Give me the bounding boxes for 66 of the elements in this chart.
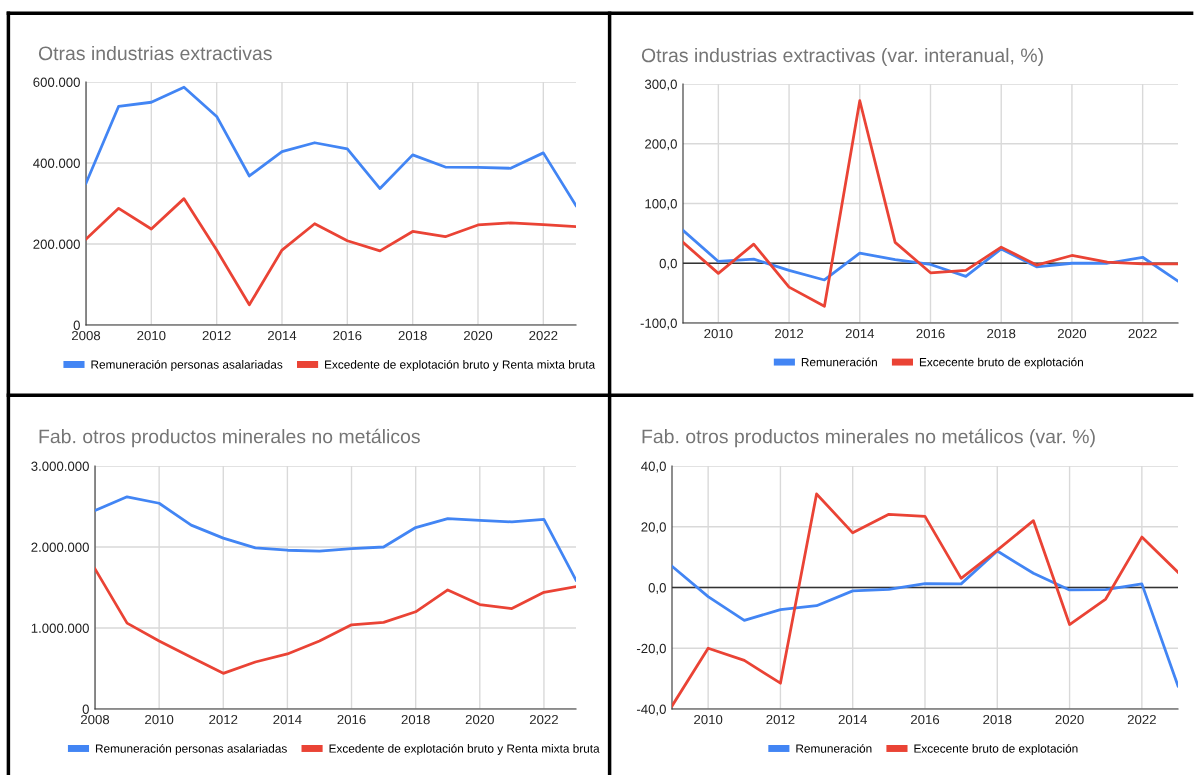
y-tick-label: 3.000.000 — [31, 461, 89, 471]
legend-label: Remuneración personas asalariadas — [91, 359, 283, 372]
x-tick-label: 2014 — [838, 714, 868, 725]
y-tick-label: 1.000.000 — [31, 623, 89, 633]
chart-title: Fab. otros productos minerales no metálicos — [39, 428, 420, 448]
x-tick-label: 2016 — [916, 328, 945, 339]
legend-label: Excecente bruto de explotación — [919, 357, 1083, 369]
y-tick-label: -20,0 — [636, 643, 666, 655]
x-tick-label: 2010 — [145, 714, 174, 725]
y-tick-label: 0,0 — [659, 258, 677, 270]
x-tick-label: 2014 — [273, 714, 302, 725]
x-tick-label: 2018 — [401, 714, 430, 725]
x-tick-label: 2008 — [80, 714, 110, 725]
y-tick-label: 20,0 — [641, 522, 666, 534]
x-tick-label: 2016 — [337, 714, 366, 725]
x-tick-label: 2022 — [1127, 714, 1156, 725]
x-tick-label: 2008 — [71, 330, 101, 341]
y-tick-label: 2.000.000 — [31, 542, 89, 552]
line-series — [95, 567, 576, 675]
x-tick-label: 2020 — [1055, 714, 1084, 725]
x-tick-label: 2018 — [983, 714, 1012, 725]
line-series — [86, 197, 576, 307]
legend-label: Remuneración — [796, 743, 872, 753]
line-series — [683, 99, 1178, 308]
y-tick-label: -40,0 — [636, 704, 666, 716]
line-series — [95, 495, 576, 582]
legend-label: Remuneración — [801, 357, 877, 367]
y-tick-label: 200.000 — [33, 239, 80, 249]
x-tick-label: 2018 — [987, 328, 1016, 339]
legend-label: Excedente de explotación bruto y Renta mixta bruta — [329, 743, 600, 756]
x-tick-label: 2022 — [529, 714, 558, 725]
line-series — [683, 229, 1178, 283]
y-tick-label: 0,0 — [648, 583, 666, 594]
y-tick-label: 100,0 — [645, 199, 677, 210]
y-tick-label: 200,0 — [645, 139, 677, 151]
y-tick-label: 400.000 — [33, 158, 80, 168]
chart-title: Fab. otros productos minerales no metálicos (var. %) — [642, 428, 1095, 448]
x-tick-label: 2012 — [202, 330, 231, 341]
x-tick-label: 2010 — [694, 714, 723, 725]
chart-title: Otras industrias extractivas (var. interanual, %) — [641, 47, 1043, 67]
x-tick-label: 2022 — [1128, 328, 1157, 339]
x-tick-label: 2018 — [398, 330, 427, 341]
x-tick-label: 2010 — [137, 330, 166, 341]
line-series — [672, 549, 1178, 688]
x-tick-label: 2016 — [333, 330, 362, 341]
x-tick-label: 2016 — [910, 714, 940, 725]
y-tick-label: 0 — [73, 320, 80, 330]
x-tick-label: 2014 — [845, 328, 875, 339]
y-tick-label: 300,0 — [644, 79, 677, 91]
x-tick-label: 2012 — [775, 328, 804, 339]
legend-label: Excecente bruto de explotación — [914, 743, 1078, 756]
x-tick-label: 2010 — [704, 328, 733, 339]
y-tick-label: 40,0 — [641, 461, 666, 473]
x-tick-label: 2012 — [209, 714, 238, 725]
y-tick-label: -100,0 — [640, 318, 677, 330]
x-tick-label: 2020 — [463, 330, 493, 341]
y-tick-label: 600.000 — [33, 77, 80, 87]
y-tick-label: 0 — [82, 704, 89, 714]
x-tick-label: 2020 — [1057, 328, 1087, 339]
legend-label: Excedente de explotación bruto y Renta mixta bruta — [325, 359, 596, 372]
x-tick-label: 2022 — [529, 330, 558, 341]
x-tick-label: 2014 — [267, 330, 297, 341]
x-tick-label: 2012 — [766, 714, 795, 725]
x-tick-label: 2020 — [465, 714, 494, 725]
legend-label: Remuneración personas asalariadas — [95, 743, 287, 756]
chart-title: Otras industrias extractivas — [38, 45, 272, 61]
